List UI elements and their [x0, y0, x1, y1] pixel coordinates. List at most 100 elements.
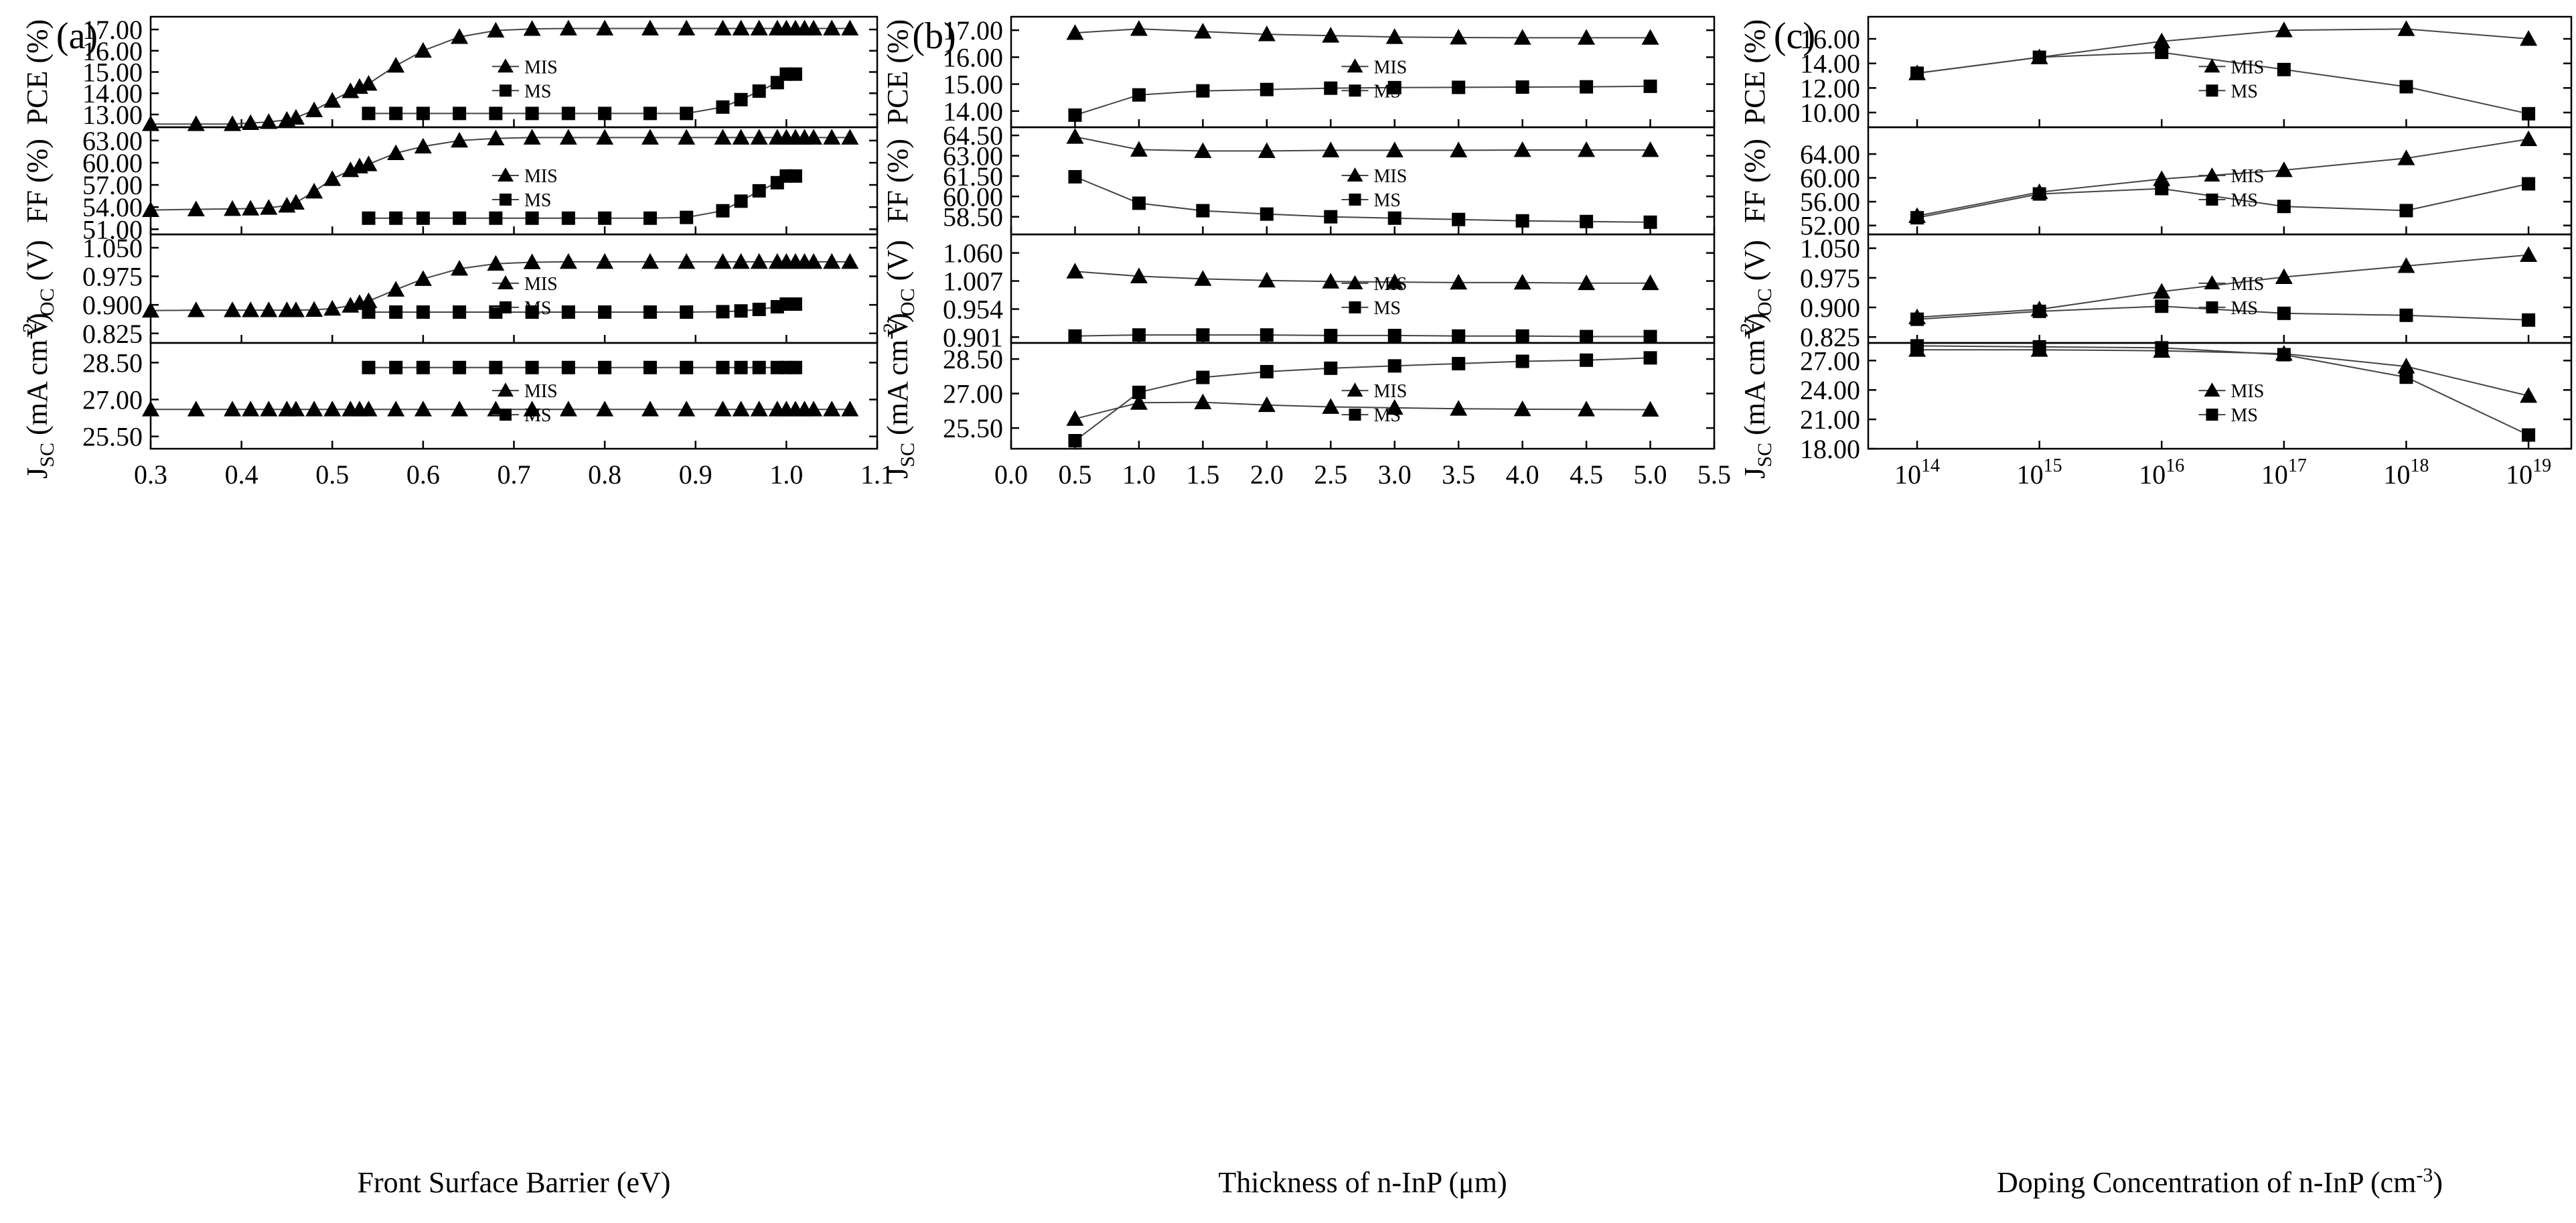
x-tick-label-exp: 19: [2532, 455, 2551, 476]
data-point-ms: [788, 169, 802, 183]
data-point-ms: [2399, 204, 2413, 218]
data-point-mis: [2153, 32, 2171, 49]
data-point-ms: [2399, 80, 2413, 94]
data-point-mis: [323, 401, 342, 417]
data-point-mis: [732, 253, 750, 269]
data-point-ms: [598, 106, 612, 121]
legend-marker-triangle: [1347, 382, 1363, 397]
y-tick-label: 1.007: [943, 267, 1003, 297]
y-tick-label: 14.00: [943, 96, 1003, 127]
data-point-mis: [1258, 271, 1276, 288]
data-point-ms: [525, 360, 539, 374]
legend-marker-square: [1349, 301, 1361, 313]
y-tick-label: 0.825: [1800, 322, 1860, 352]
x-tick-label: 0.6: [406, 459, 440, 490]
data-point-ms: [1580, 353, 1594, 367]
data-point-mis: [596, 19, 614, 35]
legend-marker-square: [499, 301, 512, 313]
data-point-mis: [342, 82, 360, 98]
data-point-ms: [453, 211, 467, 225]
data-point-mis: [559, 253, 577, 269]
series-line-ms: [368, 303, 795, 313]
legend-label: MS: [1374, 81, 1401, 102]
legend-label: MS: [2231, 190, 2258, 211]
data-point-ms: [1132, 328, 1146, 342]
legend-marker-square: [499, 409, 512, 421]
data-point-ms: [643, 211, 657, 225]
data-point-mis: [596, 401, 614, 417]
legend-label: MIS: [2231, 166, 2265, 187]
data-point-ms: [1260, 207, 1274, 221]
y-axis-label-end: ): [1738, 313, 1771, 323]
legend-marker-square: [499, 84, 512, 97]
data-point-mis: [841, 253, 859, 269]
data-point-ms: [2277, 62, 2291, 76]
data-point-ms: [389, 305, 403, 319]
data-point-ms: [2522, 106, 2536, 121]
data-point-ms: [453, 305, 467, 319]
y-tick-label: 24.00: [1800, 375, 1860, 405]
y-tick-label: 0.901: [943, 322, 1003, 352]
data-point-mis: [1322, 398, 1340, 414]
data-point-mis: [387, 144, 405, 161]
data-point-mis: [414, 270, 432, 286]
data-point-ms: [734, 304, 748, 318]
y-axis-label-sub: OC: [36, 288, 58, 316]
data-point-ms: [643, 360, 657, 374]
y-axis-label-sub: SC: [897, 443, 919, 467]
x-tick-label: 0.8: [588, 459, 621, 490]
plot-frame: [1867, 233, 2573, 344]
data-point-ms: [1324, 361, 1338, 375]
y-axis-label-sup: -2: [1736, 323, 1758, 340]
x-tick-label-exp: 16: [2166, 455, 2184, 476]
y-tick-label: 60.00: [82, 148, 143, 178]
data-point-mis: [750, 253, 768, 269]
data-point-ms: [2032, 340, 2046, 354]
data-point-ms: [453, 360, 467, 374]
y-axis-label-sub: OC: [897, 288, 919, 316]
data-point-mis: [287, 401, 305, 417]
y-tick-label: 52.00: [1800, 211, 1860, 241]
data-point-mis: [242, 301, 260, 317]
panel-b-row-3: 25.50 27.00 28.50 JSC (mA cm-2) MIS MS: [879, 313, 1716, 479]
data-point-mis: [732, 401, 750, 417]
data-point-mis: [641, 401, 659, 417]
legend-marker-triangle: [2204, 382, 2220, 397]
legend-label: MIS: [524, 166, 558, 187]
data-point-ms: [788, 297, 802, 311]
legend-marker-triangle: [497, 275, 514, 289]
data-point-mis: [1130, 20, 1148, 36]
legend-marker-square: [1349, 194, 1361, 206]
data-point-ms: [561, 305, 575, 319]
data-point-ms: [680, 106, 694, 121]
y-axis-label-main: V: [1738, 316, 1771, 338]
y-axis-label-tail: (mA cm: [881, 340, 914, 443]
y-tick-label: 16.00: [1800, 24, 1860, 54]
x-tick-label: 2.5: [1314, 459, 1347, 490]
y-axis-label-main: J: [1738, 467, 1771, 479]
data-point-mis: [305, 401, 323, 417]
data-point-ms: [2032, 187, 2046, 201]
data-point-mis: [360, 401, 378, 417]
data-point-mis: [841, 401, 859, 417]
data-point-ms: [1515, 329, 1529, 343]
data-point-mis: [1513, 141, 1531, 157]
data-point-mis: [523, 401, 541, 417]
data-point-mis: [596, 129, 614, 145]
x-tick-label-base: 10: [2017, 459, 2044, 490]
legend-marker-square: [499, 194, 512, 206]
x-tick-label: 0.5: [315, 459, 349, 490]
y-tick-label: 0.900: [82, 290, 143, 320]
data-point-ms: [2399, 308, 2413, 322]
legend-marker-square: [1349, 409, 1361, 421]
data-point-mis: [242, 200, 260, 216]
legend-label: MS: [2231, 298, 2258, 319]
data-point-mis: [2275, 268, 2293, 285]
x-tick-label: 1017: [2261, 455, 2307, 490]
data-point-mis: [287, 301, 305, 317]
legend: MIS MS: [2198, 166, 2265, 211]
y-axis-label-sub: OC: [1754, 288, 1776, 316]
